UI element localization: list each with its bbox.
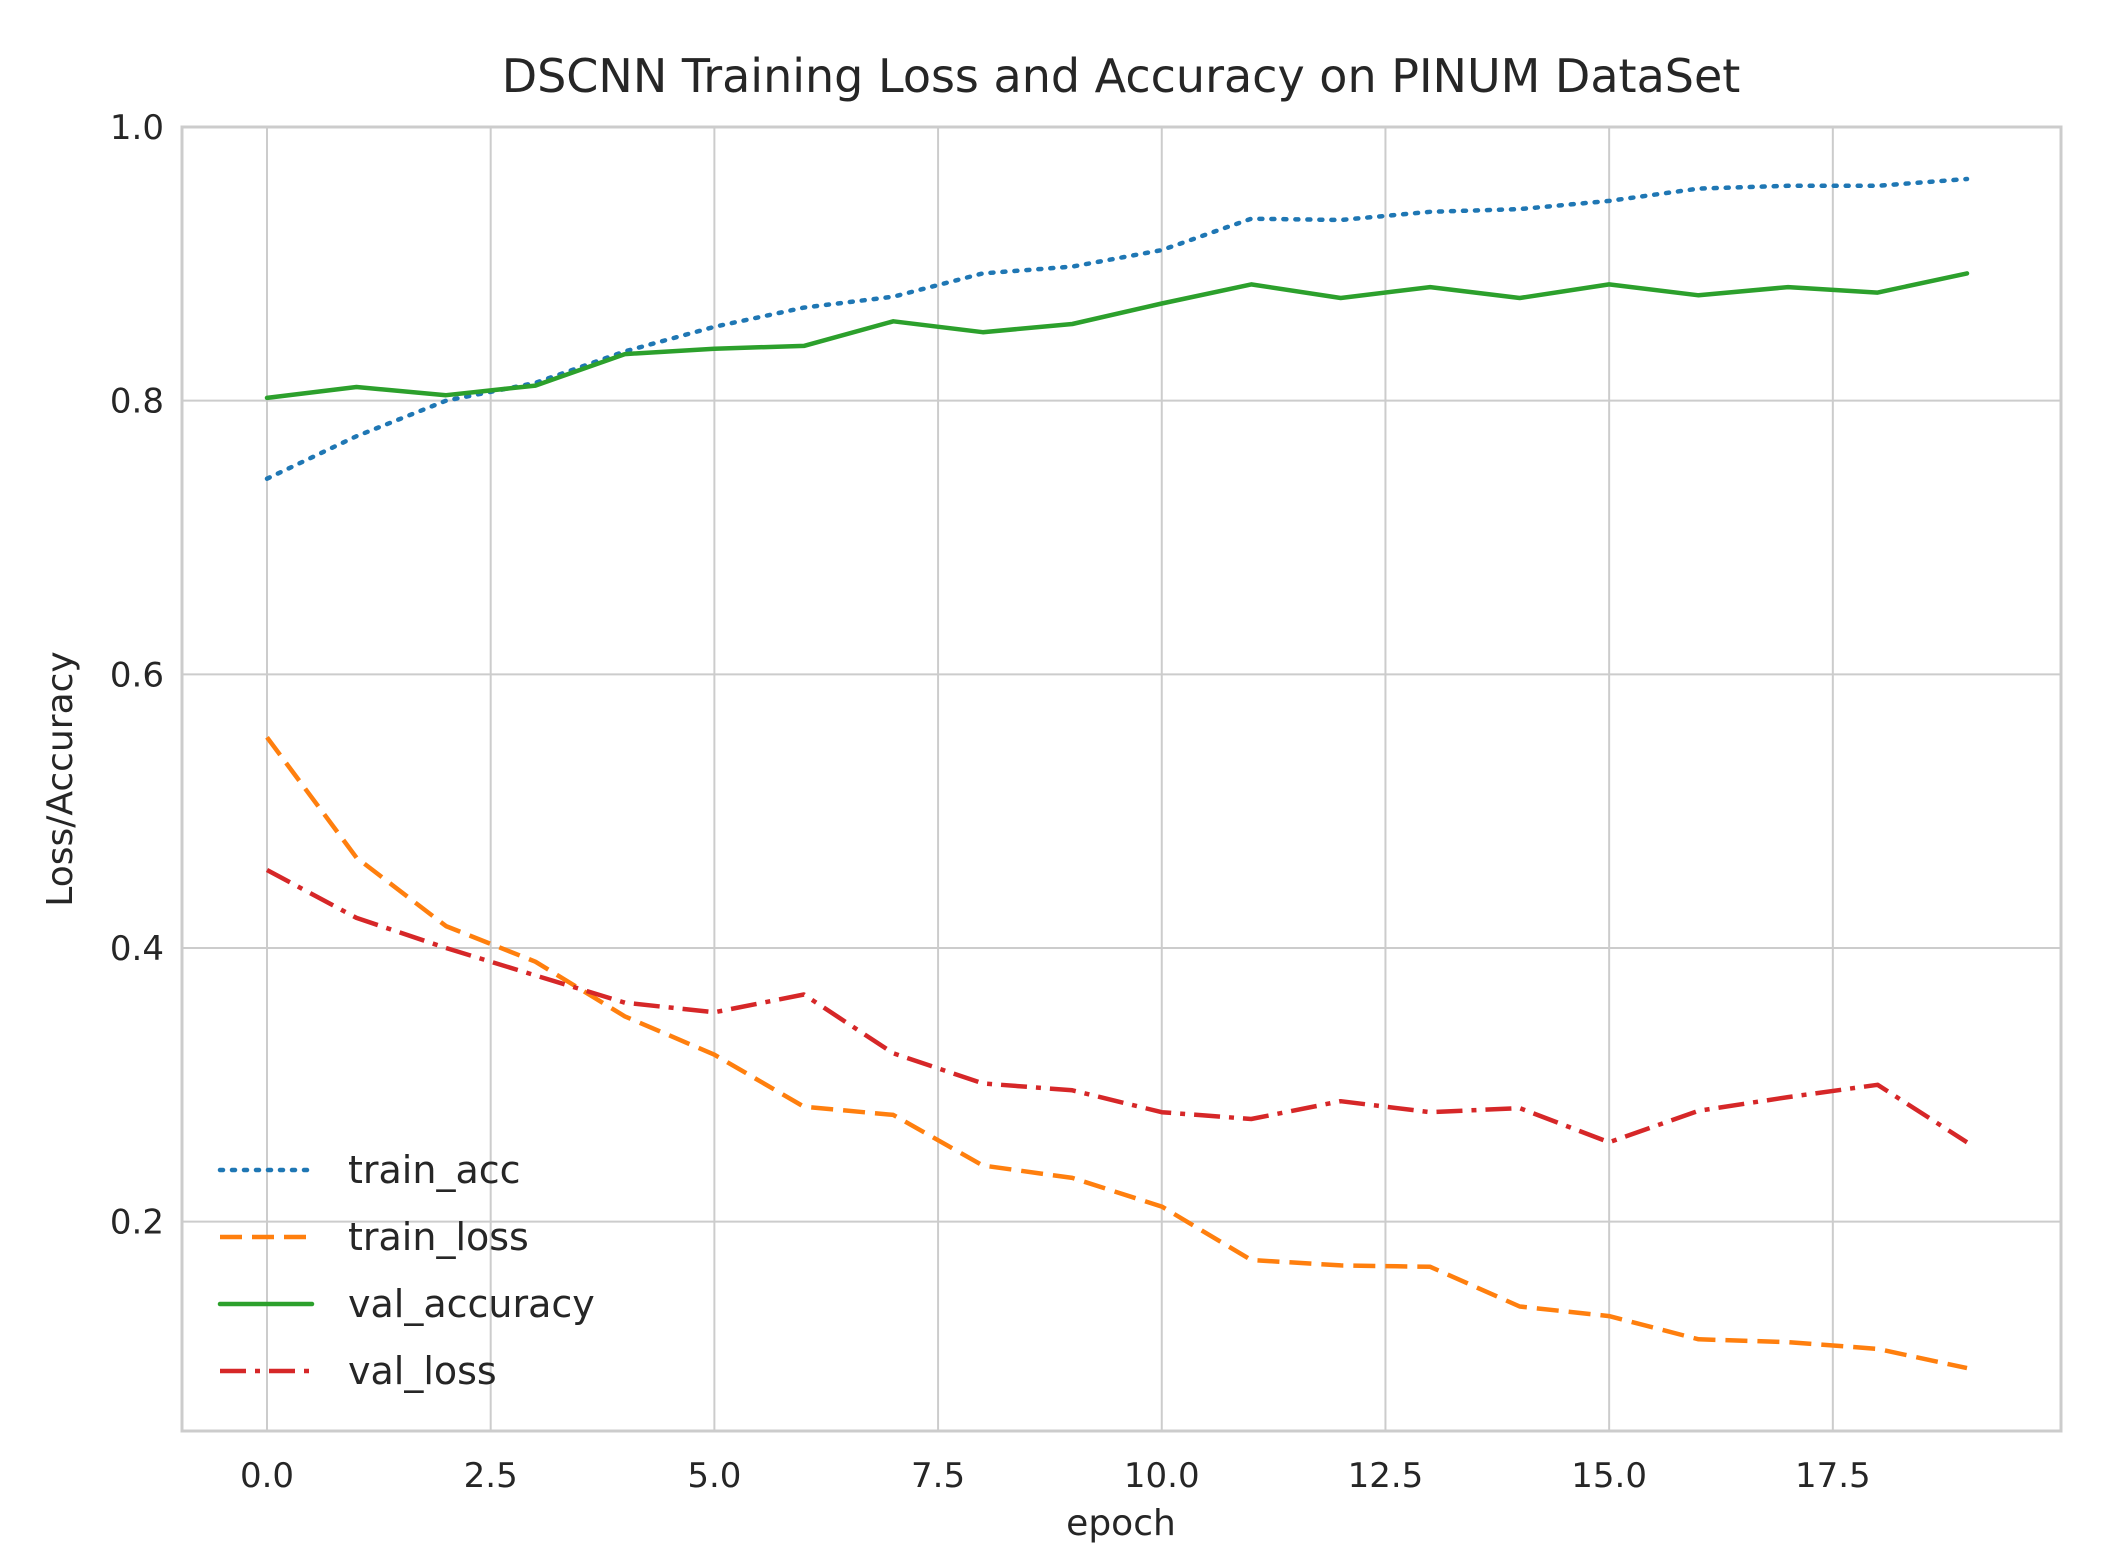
y-tick-label: 1.0: [110, 108, 164, 148]
x-tick-label: 5.0: [687, 1456, 741, 1496]
x-tick-label: 17.5: [1795, 1456, 1871, 1496]
x-tick-label: 10.0: [1124, 1456, 1200, 1496]
legend-label-val-loss: val_loss: [348, 1349, 497, 1393]
x-tick-label: 12.5: [1348, 1456, 1424, 1496]
x-tick-label: 2.5: [464, 1456, 518, 1496]
plot-frame: [180, 125, 2063, 1433]
y-tick-label: 0.4: [110, 929, 164, 969]
x-tick-label: 15.0: [1571, 1456, 1647, 1496]
legend: train_acc train_loss val_accuracy val_loss: [217, 1148, 595, 1393]
x-tick-label: 7.5: [911, 1456, 965, 1496]
y-tick-label: 0.6: [110, 655, 164, 695]
y-tick-label: 0.2: [110, 1203, 164, 1243]
y-axis-label: Loss/Accuracy: [40, 651, 81, 906]
legend-label-train-acc: train_acc: [348, 1148, 521, 1192]
series-line-train-loss: [265, 735, 1968, 1371]
x-axis-label: epoch: [1066, 1503, 1176, 1544]
x-tick-label: 0.0: [240, 1456, 294, 1496]
series-line-train-acc: [264, 176, 1970, 481]
legend-label-val-accuracy: val_accuracy: [348, 1282, 595, 1326]
legend-label-train-loss: train_loss: [348, 1215, 529, 1259]
series-line-val-accuracy: [264, 271, 1970, 401]
plot-area: [264, 176, 1970, 1371]
series-line-val-loss: [265, 868, 1969, 1145]
y-tick-label: 0.8: [110, 382, 164, 422]
x-axis-ticks: 0.0 2.5 5.0 7.5 10.0 12.5 15.0 17.5: [240, 1456, 1871, 1496]
chart-title: DSCNN Training Loss and Accuracy on PINU…: [502, 49, 1741, 103]
y-axis-ticks: 0.2 0.4 0.6 0.8 1.0: [110, 108, 164, 1243]
